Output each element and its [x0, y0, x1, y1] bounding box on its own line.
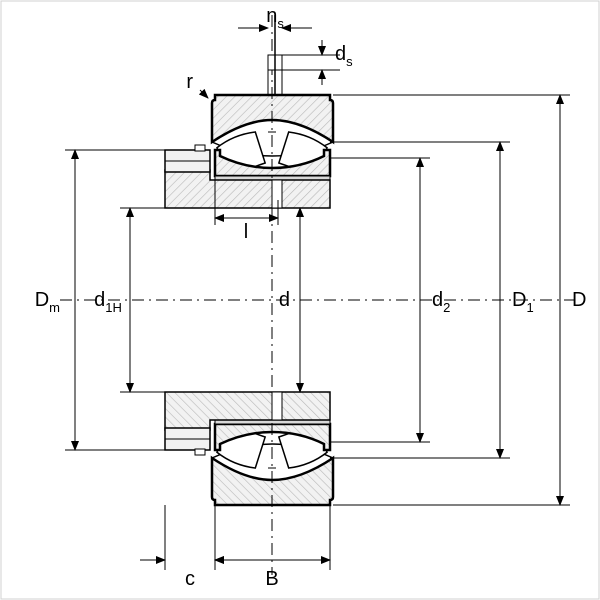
label-d2: d2: [432, 289, 450, 315]
lower-section: [165, 392, 333, 505]
label-D: D: [572, 289, 586, 311]
label-l: l: [244, 221, 248, 243]
label-d1H: d1H: [94, 289, 122, 315]
dim-ds: [282, 40, 340, 85]
r-leader: [200, 90, 215, 103]
label-Dm: Dm: [35, 289, 60, 315]
label-B: B: [265, 568, 278, 590]
label-ds: ds: [335, 43, 353, 69]
label-r: r: [186, 71, 193, 93]
upper-section: [165, 90, 333, 208]
label-d: d: [279, 289, 290, 311]
label-D1: D1: [512, 289, 534, 315]
label-c: c: [185, 568, 195, 590]
bearing-cross-section-diagram: ns ds r l d Dm d1H d2 D1 D c B: [0, 0, 600, 600]
